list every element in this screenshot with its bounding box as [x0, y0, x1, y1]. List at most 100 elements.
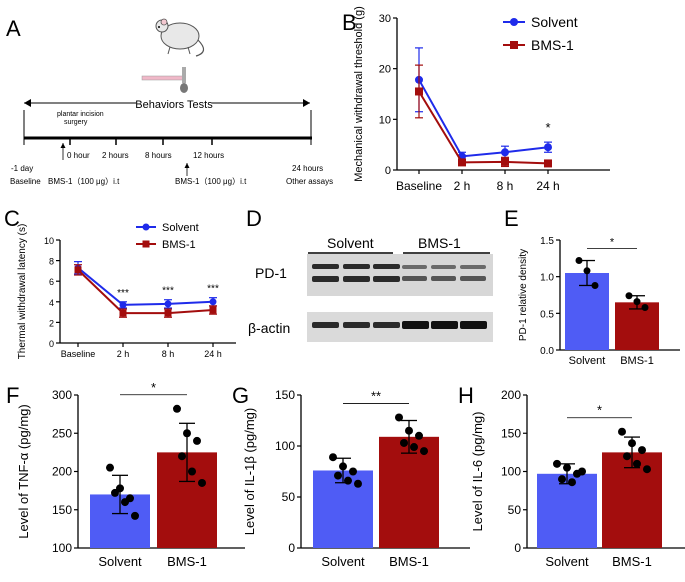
panel-d-western-blot: Solvent BMS-1 PD-1 β-actin — [248, 235, 493, 342]
series-line-solvent — [77, 267, 214, 306]
panel-c-letter: C — [4, 206, 20, 231]
data-point-bms1 — [164, 309, 172, 317]
y-tick-label: 0 — [385, 165, 391, 177]
y-axis-label: Level of TNF-α (pg/mg) — [16, 404, 31, 538]
data-point-bms1 — [638, 446, 646, 455]
data-point-bms1 — [415, 87, 423, 96]
y-axis-label: Thermal withdrawal latency (s) — [17, 224, 28, 360]
x-tick-label: BMS-1 — [620, 355, 654, 367]
x-tick-label: Solvent — [98, 554, 142, 569]
data-point-bms1 — [420, 447, 428, 456]
x-tick-label: Solvent — [545, 554, 589, 569]
x-tick-label: Baseline — [61, 349, 96, 359]
y-tick-label: 150 — [275, 388, 295, 402]
y-axis-label: Level of IL-1β (pg/mg) — [242, 408, 257, 535]
y-tick-label: 30 — [379, 13, 391, 25]
data-point-bms1 — [544, 159, 552, 168]
significance-marker: * — [151, 380, 156, 395]
tick-0hour: 0 hour — [67, 151, 90, 160]
significance-marker: * — [545, 120, 550, 135]
tick-12hours: 12 hours — [193, 151, 224, 160]
y-tick-label: 10 — [44, 236, 54, 246]
data-point-bms1 — [405, 426, 413, 435]
x-tick-label: 24 h — [204, 349, 222, 359]
y-tick-label: 150 — [501, 426, 521, 440]
panel-a: A Behaviors Tests plantar — [6, 16, 333, 186]
data-point-solvent — [344, 476, 352, 485]
data-point-solvent — [568, 478, 576, 487]
blot-row-pd1: PD-1 — [255, 265, 287, 281]
y-tick-label: 0.5 — [540, 309, 554, 320]
series-line-bms1 — [418, 90, 549, 165]
y-tick-label: 100 — [501, 465, 521, 479]
significance-marker: *** — [162, 286, 174, 297]
panel-e-letter: E — [504, 206, 519, 231]
legend-label-solvent: Solvent — [162, 222, 199, 234]
baseline-label: Baseline — [10, 177, 41, 186]
legend-marker-solvent — [510, 18, 518, 26]
data-point-bms1 — [623, 452, 631, 461]
data-point-solvent — [121, 498, 129, 507]
data-point-solvent — [553, 459, 561, 468]
x-tick-label: BMS-1 — [167, 554, 207, 569]
data-point-bms1 — [193, 436, 201, 445]
legend-marker-bms1 — [510, 41, 518, 49]
data-point-bms1 — [209, 306, 217, 314]
legend-label-bms1: BMS-1 — [162, 239, 196, 251]
other-assays-label: Other assays — [286, 177, 333, 186]
tick-minus1day: -1 day — [11, 164, 33, 173]
legend-label-bms1: BMS-1 — [531, 37, 574, 53]
series-line-solvent — [418, 79, 549, 158]
significance-marker: * — [597, 403, 602, 418]
data-point-bms1 — [633, 459, 641, 468]
data-point-solvent — [563, 463, 571, 472]
legend-label-solvent: Solvent — [531, 14, 578, 30]
data-point-bms1 — [188, 467, 196, 476]
data-point-bms1 — [395, 413, 403, 422]
x-tick-label: 8 h — [497, 179, 514, 193]
y-tick-label: 4 — [49, 298, 54, 308]
x-tick-label: Solvent — [321, 554, 365, 569]
mouse-icon — [155, 18, 205, 57]
x-tick-label: 2 h — [117, 349, 130, 359]
data-point-solvent — [106, 463, 114, 472]
x-tick-label: BMS-1 — [612, 554, 652, 569]
data-point-bms1 — [618, 427, 626, 436]
tick-24hours: 24 hours — [292, 164, 323, 173]
chart-e-pd1-density: 0.0 0.5 1.0 1.5 PD-1 relative density Solvent… — [518, 236, 680, 367]
y-tick-label: 100 — [52, 541, 72, 555]
data-point-solvent — [591, 281, 599, 289]
legend-marker-bms1 — [142, 240, 150, 248]
scalpel-icon — [141, 67, 188, 93]
y-tick-label: 20 — [379, 64, 391, 76]
x-tick-label: 24 h — [536, 179, 559, 193]
data-point-solvent — [575, 257, 583, 265]
y-tick-label: 0 — [514, 541, 521, 555]
panel-d-letter: D — [246, 206, 262, 231]
data-point-solvent — [349, 467, 357, 476]
data-point-bms1 — [198, 478, 206, 487]
significance-marker: *** — [117, 288, 129, 299]
y-axis-label: PD-1 relative density — [518, 249, 529, 341]
y-axis-label: Level of IL-6 (pg/mg) — [470, 412, 485, 532]
y-tick-label: 100 — [275, 439, 295, 453]
x-tick-label: BMS-1 — [389, 554, 429, 569]
y-tick-label: 8 — [49, 257, 54, 267]
data-point-solvent — [334, 471, 342, 480]
data-point-bms1 — [415, 431, 423, 440]
legend-marker-solvent — [142, 223, 150, 231]
data-point-solvent — [578, 467, 586, 476]
x-tick-label: 2 h — [454, 179, 471, 193]
behaviors-tests-label: Behaviors Tests — [135, 99, 213, 111]
panel-h-letter: H — [458, 383, 474, 408]
blot-row-actin: β-actin — [248, 320, 290, 336]
data-point-solvent — [583, 267, 591, 275]
series-line-bms1 — [77, 269, 214, 315]
data-point-bms1 — [400, 438, 408, 447]
y-tick-label: 0 — [49, 339, 54, 349]
data-point-solvent — [131, 511, 139, 520]
data-point-solvent — [558, 475, 566, 484]
data-point-solvent — [544, 143, 552, 152]
blot-group-bms1: BMS-1 — [418, 235, 461, 251]
